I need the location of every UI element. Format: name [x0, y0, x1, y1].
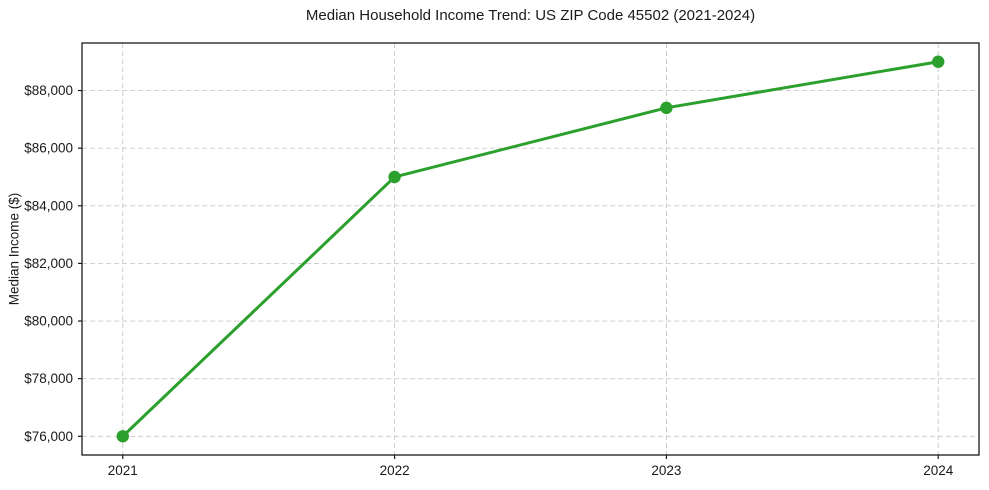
x-tick-label: 2023: [651, 463, 681, 478]
x-tick-label: 2021: [108, 463, 138, 478]
chart-title: Median Household Income Trend: US ZIP Co…: [305, 7, 756, 24]
x-tick-label: 2024: [923, 463, 954, 478]
data-point: [388, 170, 401, 184]
y-tick-label: $78,000: [24, 371, 73, 386]
y-tick-label: $86,000: [24, 141, 73, 156]
line-series: [121, 60, 940, 438]
y-tick-label: $88,000: [24, 83, 73, 98]
data-point: [116, 430, 129, 443]
axes-box: [81, 42, 980, 456]
data-point: [932, 55, 945, 68]
y-tick-label: $84,000: [24, 198, 73, 213]
y-tick-label: $76,000: [24, 429, 73, 444]
y-tick-label: $80,000: [24, 314, 73, 329]
y-tick-label: $82,000: [24, 256, 73, 271]
data-point: [660, 101, 673, 115]
x-tick-label: 2022: [380, 463, 410, 478]
